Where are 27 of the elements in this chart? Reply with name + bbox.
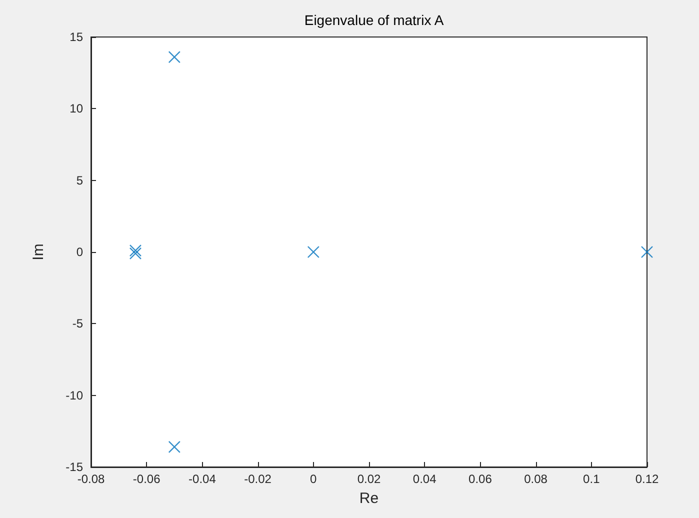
y-tick-label: -5 (72, 316, 84, 331)
x-tick-label: 0.12 (635, 472, 659, 486)
y-tick-label: 5 (76, 173, 84, 188)
x-tick-label: -0.06 (132, 472, 161, 486)
point (129, 247, 142, 260)
x-tick-label: -0.08 (77, 472, 105, 486)
point (168, 440, 180, 454)
x-tick-label: 0.04 (412, 472, 437, 486)
chart-title: Eigenvalue of matrix A (304, 12, 444, 28)
x-tick-label: 0 (310, 472, 318, 486)
x-axis-title: Re (359, 490, 379, 507)
x-tick-label: -0.02 (244, 472, 272, 486)
x-tick-label: -0.04 (188, 472, 216, 486)
point (168, 50, 180, 64)
x-tick-label: 0.1 (583, 472, 600, 486)
y-tick-label: 10 (70, 102, 84, 116)
x-tick-label: 0.02 (357, 472, 381, 486)
x-tick-label: 0.08 (524, 472, 548, 486)
x-tick-label: 0.06 (468, 472, 492, 486)
y-tick-label: -15 (66, 460, 84, 474)
point (129, 244, 142, 257)
y-tick-label: -10 (66, 388, 84, 402)
y-axis-title: Im (30, 244, 47, 260)
point (307, 246, 320, 258)
point (640, 246, 654, 258)
y-tick-label: 15 (70, 30, 84, 44)
y-tick-label: 0 (76, 245, 84, 259)
